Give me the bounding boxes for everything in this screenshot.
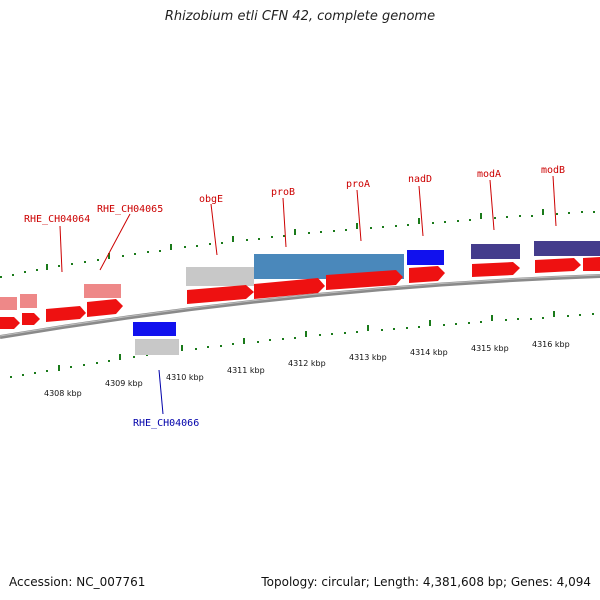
scale-label: 4315 kbp [471, 344, 509, 353]
gene-label: RHE_CH04065 [97, 204, 163, 215]
gene-label: RHE_CH04066 [133, 418, 199, 429]
scale-label: 4312 kbp [288, 359, 326, 368]
gene-box [471, 244, 520, 259]
gene-label: RHE_CH04064 [24, 214, 90, 225]
gene-label: nadD [408, 174, 432, 185]
cds-arrow [535, 258, 581, 273]
cds-track [0, 257, 600, 329]
gene-box [133, 322, 176, 336]
scale-label: 4311 kbp [227, 366, 265, 375]
cds-arrow [22, 313, 40, 325]
gene-label: obgE [199, 194, 223, 205]
gene-label: proB [271, 187, 295, 198]
gene-label: proA [346, 179, 370, 190]
cds-arrow [472, 262, 520, 277]
cds-arrow [46, 306, 86, 322]
forward-gene-labels [59, 175, 557, 273]
genome-backbone [0, 274, 600, 339]
gene-box [135, 339, 179, 355]
cds-arrow [409, 266, 445, 283]
cds-arrow [583, 257, 600, 271]
scale-label: 4316 kbp [532, 340, 570, 349]
gene-box [20, 294, 37, 308]
gene-box [84, 284, 121, 298]
gene-box [0, 297, 17, 310]
accession-text: Accession: NC_007761 [9, 575, 146, 589]
gene-label: modA [477, 169, 501, 180]
gene-label: modB [541, 165, 565, 176]
scale-label: 4308 kbp [44, 389, 82, 398]
cds-arrow [326, 270, 403, 290]
scale-label: 4309 kbp [105, 379, 143, 388]
scale-labels: 4308 kbp 4309 kbp 4310 kbp 4311 kbp 4312… [44, 340, 570, 398]
gene-box [407, 250, 444, 265]
forward-tick-row [0, 209, 595, 278]
cds-arrow [87, 299, 123, 317]
gene-box [186, 267, 254, 286]
genome-summary-text: Topology: circular; Length: 4,381,608 bp… [261, 575, 591, 589]
scale-label: 4310 kbp [166, 373, 204, 382]
scale-label: 4313 kbp [349, 353, 387, 362]
map-title: Rhizobium etli CFN 42, complete genome [164, 9, 436, 24]
reverse-label-leader [158, 369, 164, 415]
gene-box [534, 241, 600, 256]
cds-arrow [187, 285, 254, 304]
scale-label: 4314 kbp [410, 348, 448, 357]
cds-arrow [0, 317, 20, 329]
cds-arrow [254, 278, 325, 299]
